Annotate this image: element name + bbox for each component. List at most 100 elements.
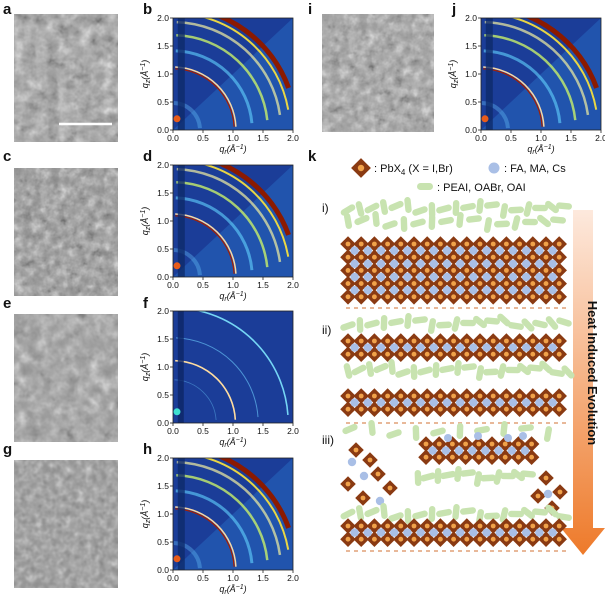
organic-ligand (436, 508, 452, 518)
octahedron-center (503, 254, 509, 260)
diffraction-ring (175, 213, 237, 274)
octahedron-center (543, 254, 549, 260)
diffraction-ring (511, 18, 598, 110)
organic-ligand (388, 317, 404, 327)
organic-ligand (460, 319, 476, 327)
organic-ligand (480, 474, 496, 482)
organic-ligand (340, 321, 356, 331)
diffraction-ring (217, 165, 291, 236)
cation-sphere (376, 259, 386, 268)
y-tick-label: 1.5 (157, 481, 169, 491)
octahedron-center (530, 267, 536, 273)
specular-spot (173, 115, 181, 123)
cation-sphere (535, 246, 544, 255)
octahedron-center (556, 241, 562, 247)
octahedron-center (345, 393, 351, 399)
organic-ligand (517, 362, 531, 376)
sem-image-a (14, 14, 118, 142)
octahedron-center (385, 254, 391, 260)
octahedron-center (449, 454, 455, 460)
cation-sphere (350, 272, 359, 282)
x-tick-label: 1.0 (227, 426, 239, 436)
octahedron-center (477, 351, 483, 357)
organic-ligand (532, 508, 548, 516)
organic-ligand (428, 202, 436, 218)
diffraction-ring (176, 167, 282, 263)
octahedron-center (358, 294, 364, 300)
y-tick-label: 0.5 (157, 537, 169, 547)
cation-sphere (442, 528, 452, 537)
organic-ligand (400, 216, 408, 232)
octahedron-center (451, 536, 457, 542)
cation-sphere (494, 446, 503, 455)
octahedron-center (345, 523, 351, 529)
cation-sphere (520, 446, 530, 455)
octahedron-center (517, 294, 523, 300)
organic-ligand (561, 365, 575, 379)
octahedron-center (398, 267, 404, 273)
cation-sphere (442, 286, 452, 295)
octahedron-center (345, 267, 351, 273)
octahedron-center (358, 267, 364, 273)
organic-ligand (340, 204, 356, 216)
organic-ligand (434, 468, 442, 484)
sem-image-e (14, 314, 118, 442)
diffraction-ring (175, 506, 237, 567)
panel-label-c: c (3, 148, 12, 165)
octahedron-center (398, 338, 404, 344)
octahedron-center (476, 441, 482, 447)
organic-ligand (373, 362, 389, 374)
cation-sphere (429, 398, 438, 407)
cation-sphere (548, 246, 557, 255)
octahedron-center (490, 351, 496, 357)
octahedron-center (529, 454, 535, 460)
diffraction-ring (203, 18, 290, 110)
organic-ligand (508, 322, 524, 330)
y-tick-label: 1.0 (157, 509, 169, 519)
organic-ligand (368, 420, 376, 436)
cation-sphere (508, 286, 518, 295)
octahedron-center (490, 523, 496, 529)
octahedron-center (490, 338, 496, 344)
octahedron-center (424, 294, 430, 300)
cation-sphere (376, 272, 386, 282)
octahedron-center (367, 457, 373, 463)
x-axis-label: qr(Å−1) (219, 144, 246, 156)
octahedron-center (411, 406, 417, 412)
heat-arrow-label: Heat Induced Evolution (585, 301, 600, 446)
octahedron-center (411, 523, 417, 529)
organic-ligand (537, 214, 551, 228)
x-tick-label: 1.5 (257, 573, 269, 583)
cation-sphere (403, 398, 412, 407)
cation-sphere (429, 286, 438, 295)
octahedron-center (463, 441, 469, 447)
cation-sphere (522, 246, 531, 255)
giwaxs-plot-h: 0.0 0.5 1.0 1.5 2.0 0.0 0.5 1.0 1.5 2.0 qr(Å−1) qz(… (140, 453, 299, 596)
octahedron-center (358, 406, 364, 412)
y-tick-label: 0.0 (157, 418, 169, 428)
x-tick-label: 0.0 (167, 573, 179, 583)
organic-ligand (484, 512, 500, 520)
cation-sphere (376, 343, 386, 352)
organic-ligand (412, 206, 428, 216)
organic-ligand (497, 313, 511, 327)
cation-sphere (454, 446, 464, 455)
organic-ligand (404, 197, 412, 213)
octahedron-center (437, 536, 443, 542)
octahedron-center (371, 523, 377, 529)
diffraction-ring (196, 311, 289, 416)
diffraction-ring (176, 474, 269, 561)
cation-sphere (481, 446, 490, 455)
x-axis-label: qr(Å−1) (219, 291, 246, 303)
x-tick-label: 1.0 (227, 133, 239, 143)
octahedron-center (543, 536, 549, 542)
octahedron-center (398, 406, 404, 412)
cation-sphere (456, 259, 465, 268)
cation-sphere (429, 343, 438, 352)
octahedron-center (464, 241, 470, 247)
diffraction-ring (217, 458, 291, 529)
organic-ligand (484, 317, 500, 325)
diffraction-ring (176, 34, 269, 121)
cation-sphere (429, 528, 438, 537)
y-tick-label: 0.5 (157, 244, 169, 254)
